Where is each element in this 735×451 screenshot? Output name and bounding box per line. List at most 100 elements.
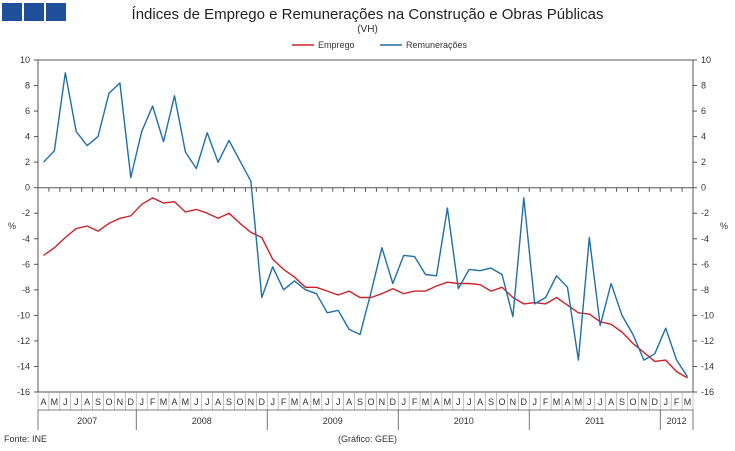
source-note: Fonte: INE [4, 434, 48, 444]
x-month-label: D [652, 397, 659, 407]
x-year-label: 2007 [77, 416, 97, 426]
y-tick-label-left: -8 [22, 285, 30, 295]
y-tick-label-left: -14 [17, 361, 30, 371]
x-month-label: O [629, 397, 636, 407]
x-year-label: 2012 [667, 416, 687, 426]
x-month-label: A [608, 397, 614, 407]
x-month-label: J [325, 397, 330, 407]
x-month-label: J [139, 397, 144, 407]
x-month-label: J [663, 397, 668, 407]
x-month-label: M [313, 397, 321, 407]
x-month-label: S [95, 397, 101, 407]
x-month-label: M [422, 397, 430, 407]
x-month-label: M [575, 397, 583, 407]
x-month-label: F [412, 397, 418, 407]
x-month-label: N [379, 397, 386, 407]
series-line-remuneracoes [42, 72, 689, 378]
y-tick-label-left: -10 [17, 310, 30, 320]
y-tick-label-left: 6 [25, 106, 30, 116]
x-month-label: J [598, 397, 603, 407]
x-month-label: F [281, 397, 287, 407]
x-month-label: A [346, 397, 352, 407]
x-month-label: M [51, 397, 59, 407]
x-month-label: J [205, 397, 210, 407]
y-tick-label-left: -2 [22, 208, 30, 218]
x-month-label: J [63, 397, 68, 407]
y-tick-label-left: -4 [22, 234, 30, 244]
y-tick-label-left: 0 [25, 183, 30, 193]
x-month-label: M [684, 397, 692, 407]
x-month-label: F [543, 397, 549, 407]
chart-subtitle: (VH) [357, 24, 378, 35]
chart-title: Índices de Emprego e Remunerações na Con… [131, 6, 604, 23]
x-month-label: D [259, 397, 266, 407]
x-year-label: 2010 [454, 416, 474, 426]
x-month-label: A [84, 397, 90, 407]
x-month-label: A [433, 397, 439, 407]
x-month-label: S [226, 397, 232, 407]
y-tick-label-right: -16 [701, 387, 714, 397]
x-month-label: D [390, 397, 397, 407]
y-tick-label-left: -6 [22, 259, 30, 269]
x-year-label: 2011 [585, 416, 604, 426]
x-month-label: M [444, 397, 452, 407]
x-month-label: J [587, 397, 592, 407]
y-tick-label-right: -8 [701, 285, 709, 295]
x-month-label: N [117, 397, 124, 407]
x-year-label: 2009 [323, 416, 343, 426]
y-tick-label-right: -10 [701, 310, 714, 320]
x-month-label: O [498, 397, 505, 407]
x-month-label: A [215, 397, 221, 407]
x-month-label: J [532, 397, 537, 407]
x-month-label: J [467, 397, 472, 407]
x-month-label: A [302, 397, 308, 407]
y-tick-label-left: -16 [17, 387, 30, 397]
x-month-label: M [182, 397, 190, 407]
x-month-label: J [336, 397, 341, 407]
x-month-label: J [74, 397, 79, 407]
x-month-label: D [521, 397, 528, 407]
x-month-label: M [291, 397, 299, 407]
y-tick-label-right: -2 [701, 208, 709, 218]
x-month-label: O [105, 397, 112, 407]
x-month-label: N [641, 397, 648, 407]
y-tick-label-right: -4 [701, 234, 709, 244]
x-month-label: S [619, 397, 625, 407]
x-month-label: N [510, 397, 517, 407]
y-tick-label-right: -12 [701, 336, 714, 346]
y-tick-label-right: 2 [701, 157, 706, 167]
x-month-label: S [488, 397, 494, 407]
x-month-label: F [674, 397, 680, 407]
y-tick-label-left: 4 [25, 132, 30, 142]
x-month-label: M [553, 397, 561, 407]
chart-credit: (Gráfico: GEE) [338, 434, 398, 444]
x-month-label: A [477, 397, 483, 407]
x-month-label: J [194, 397, 199, 407]
legend-label: Remunerações [406, 40, 468, 50]
y-tick-label-left: 2 [25, 157, 30, 167]
x-month-label: A [40, 397, 46, 407]
legend-label: Emprego [318, 40, 355, 50]
x-year-label: 2008 [192, 416, 212, 426]
y-tick-label-left: 10 [20, 55, 30, 65]
y-tick-label-right: 0 [701, 183, 706, 193]
x-month-label: O [236, 397, 243, 407]
x-month-label: D [128, 397, 135, 407]
x-month-label: F [150, 397, 156, 407]
y-axis-label-left: % [8, 221, 16, 231]
y-tick-label-left: 8 [25, 81, 30, 91]
y-tick-label-right: 8 [701, 81, 706, 91]
x-month-label: J [456, 397, 461, 407]
y-tick-label-right: -14 [701, 361, 714, 371]
y-tick-label-right: -6 [701, 259, 709, 269]
x-month-label: J [270, 397, 275, 407]
x-month-label: S [357, 397, 363, 407]
x-month-label: O [367, 397, 374, 407]
x-month-label: M [160, 397, 168, 407]
y-tick-label-right: 10 [701, 55, 711, 65]
plot-frame [37, 59, 694, 393]
y-tick-label-left: -12 [17, 336, 30, 346]
series-line-emprego [43, 197, 688, 379]
x-month-label: N [248, 397, 255, 407]
